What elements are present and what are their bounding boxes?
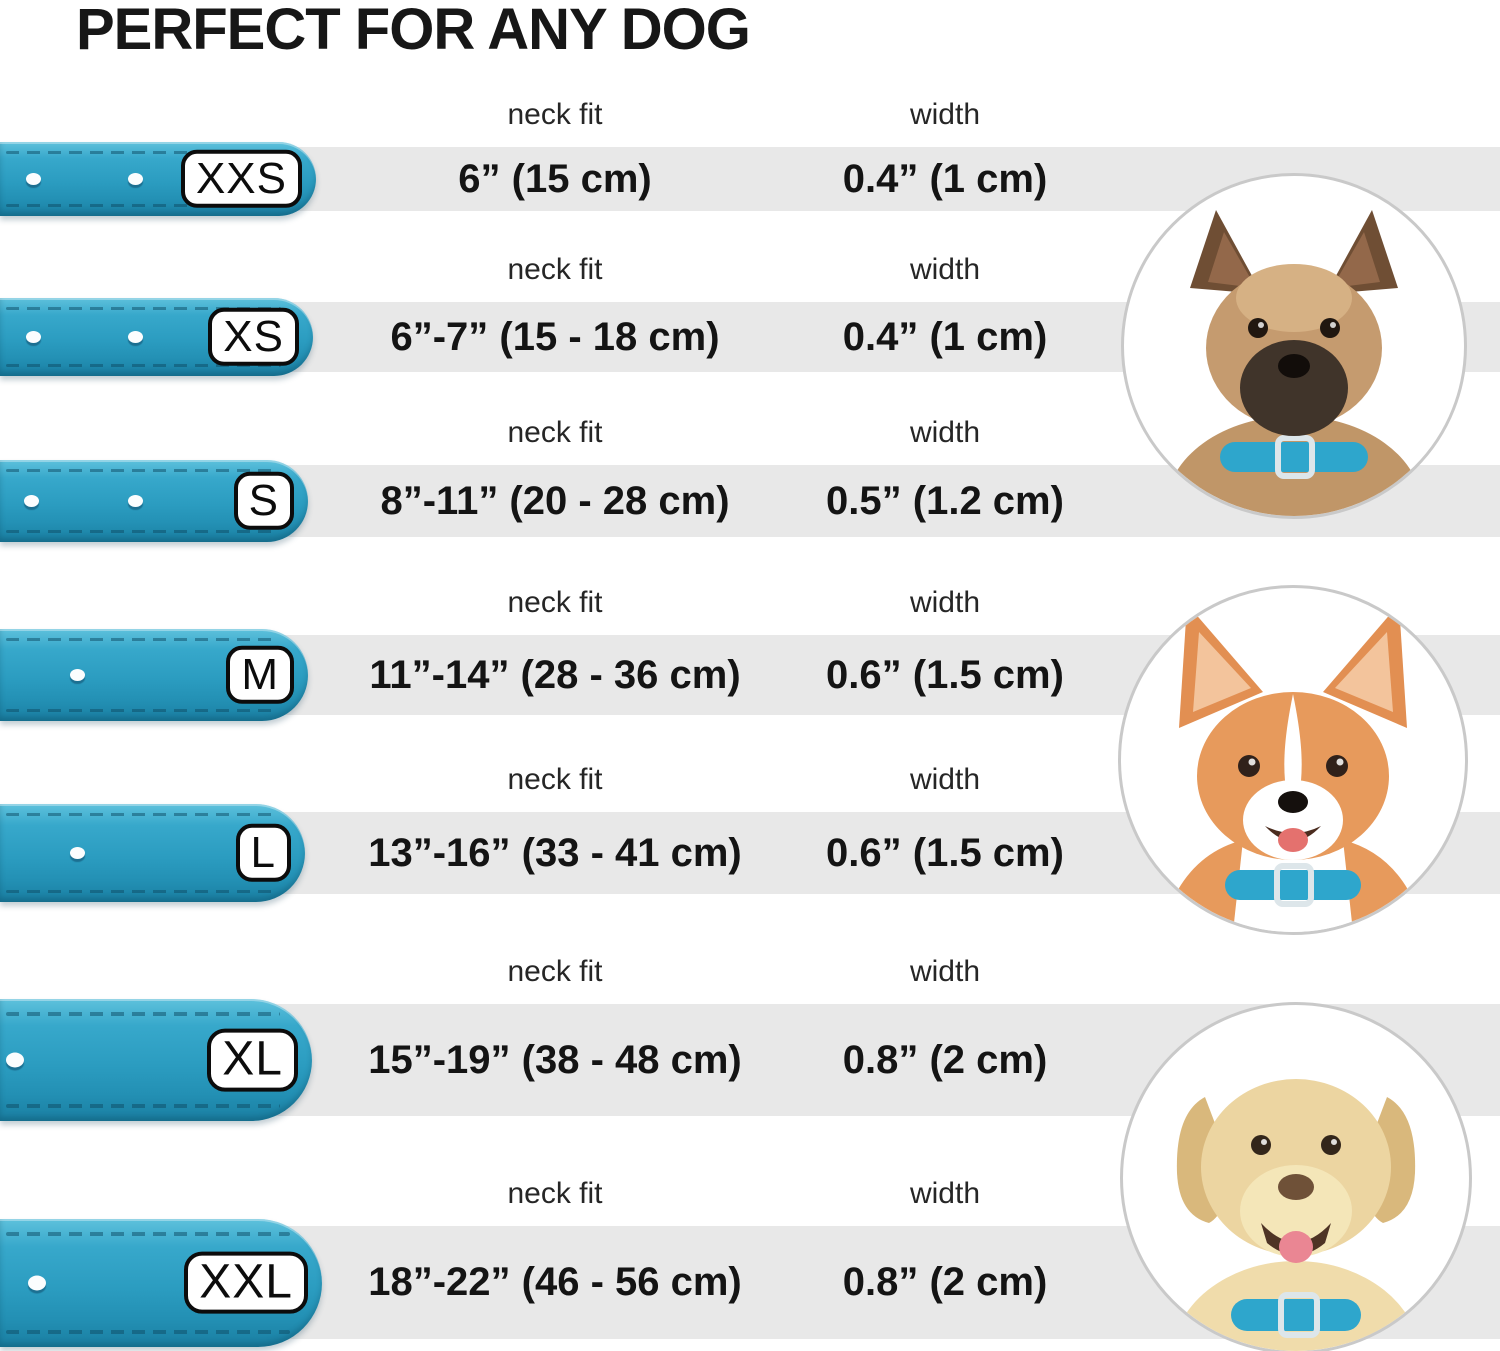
neck-fit-value: 6” (15 cm) — [458, 156, 652, 201]
dog-photo-medium-corgi — [1118, 585, 1468, 935]
column-header-width: width — [909, 1177, 981, 1210]
column-header-neck-fit: neck fit — [507, 1177, 603, 1210]
dog-photo-small-terrier — [1121, 173, 1467, 519]
width-value: 0.4” (1 cm) — [842, 314, 1048, 359]
column-header-neck-fit: neck fit — [507, 955, 603, 988]
stitching — [6, 890, 273, 893]
collar-image: XXL — [0, 1218, 322, 1347]
column-header-width: width — [909, 416, 981, 449]
size-badge: XL — [207, 1028, 298, 1092]
stitching — [6, 364, 281, 367]
column-header-width: width — [909, 98, 981, 131]
collar-hole — [24, 495, 39, 507]
collar-image: XXS — [0, 142, 316, 216]
size-badge: L — [235, 823, 291, 883]
collar-hole — [26, 331, 41, 343]
column-header-neck-fit: neck fit — [507, 253, 603, 286]
collar-image: L — [0, 804, 305, 902]
stitching — [6, 1104, 280, 1108]
column-header-width: width — [909, 253, 981, 286]
size-badge: XXL — [184, 1251, 308, 1314]
column-header-width: width — [909, 586, 981, 619]
stitching — [6, 204, 284, 207]
column-header-neck-fit: neck fit — [507, 763, 603, 796]
stitching — [6, 1329, 290, 1334]
column-header-neck-fit: neck fit — [507, 586, 603, 619]
stitching — [6, 151, 284, 154]
collar-hole — [26, 173, 41, 185]
width-value: 0.4” (1 cm) — [842, 156, 1048, 201]
page-title: PERFECT FOR ANY DOG — [76, 0, 751, 62]
collar-image: M — [0, 629, 308, 721]
column-header-width: width — [909, 763, 981, 796]
dog-photo-large-labrador — [1120, 1002, 1472, 1351]
collar-hole — [128, 173, 143, 185]
collar-hole — [70, 669, 85, 681]
stitching — [6, 307, 281, 310]
corgi-illustration — [1161, 604, 1425, 932]
size-badge: S — [233, 471, 294, 531]
stitching — [6, 530, 276, 533]
width-value: 0.5” (1.2 cm) — [826, 478, 1064, 523]
size-badge: M — [226, 645, 294, 705]
stitching — [6, 813, 273, 816]
column-header-neck-fit: neck fit — [507, 98, 603, 131]
stitching — [6, 469, 276, 472]
width-value: 0.8” (2 cm) — [842, 1260, 1048, 1304]
size-badge: XS — [208, 307, 299, 367]
collar-image: XS — [0, 298, 313, 376]
neck-fit-value: 6”-7” (15 - 18 cm) — [390, 314, 720, 359]
width-value: 0.8” (2 cm) — [842, 1037, 1048, 1082]
neck-fit-value: 13”-16” (33 - 41 cm) — [368, 830, 742, 875]
width-value: 0.6” (1.5 cm) — [826, 652, 1064, 697]
collar-hole — [128, 331, 143, 343]
neck-fit-value: 8”-11” (20 - 28 cm) — [380, 478, 730, 523]
stitching — [6, 1012, 280, 1016]
terrier-illustration — [1166, 210, 1422, 516]
stitching — [6, 709, 276, 712]
collar-hole — [128, 495, 143, 507]
neck-fit-value: 18”-22” (46 - 56 cm) — [368, 1260, 742, 1304]
column-header-neck-fit: neck fit — [507, 416, 603, 449]
width-value: 0.6” (1.5 cm) — [826, 830, 1064, 875]
stitching — [6, 1231, 290, 1236]
neck-fit-value: 11”-14” (28 - 36 cm) — [369, 652, 741, 697]
column-header-width: width — [909, 955, 981, 988]
size-badge: XXS — [180, 149, 302, 209]
labrador-illustration — [1171, 1079, 1421, 1351]
collar-image: S — [0, 460, 308, 542]
stitching — [6, 638, 276, 641]
collar-image: XL — [0, 999, 312, 1121]
collar-hole — [28, 1275, 46, 1290]
collar-hole — [70, 847, 85, 859]
neck-fit-value: 15”-19” (38 - 48 cm) — [368, 1037, 742, 1082]
collar-hole — [6, 1052, 24, 1068]
